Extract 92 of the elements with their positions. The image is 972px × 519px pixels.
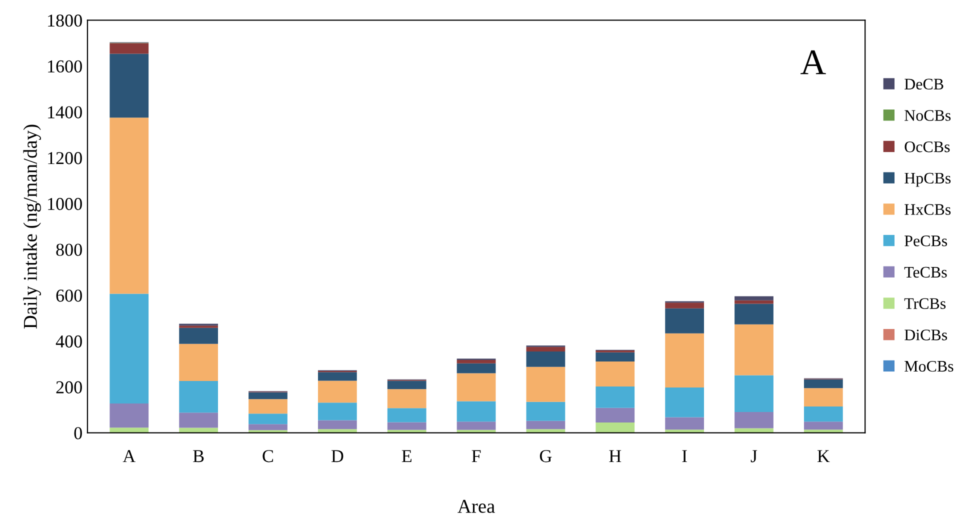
bar — [179, 344, 218, 382]
y-tick-label: 1400 — [48, 106, 82, 118]
bar — [318, 429, 357, 433]
bar — [734, 296, 774, 300]
bar — [110, 428, 149, 433]
x-tick-label: D — [331, 450, 344, 462]
bar — [456, 373, 496, 402]
bar — [248, 430, 288, 433]
x-tick-label: C — [262, 450, 274, 462]
y-tick-label: 1800 — [48, 14, 82, 27]
bar — [179, 328, 218, 344]
bar — [596, 352, 635, 362]
bar — [110, 118, 149, 294]
bar — [804, 388, 843, 406]
bar — [526, 366, 566, 402]
x-tick-label: H — [609, 450, 622, 462]
bar — [596, 362, 635, 387]
bar — [665, 333, 704, 388]
bar — [248, 414, 288, 424]
annotation: A — [800, 50, 826, 74]
x-axis-title: Area — [458, 500, 495, 513]
bar — [526, 429, 566, 433]
y-tick-label: 1200 — [48, 152, 82, 164]
bar — [526, 420, 566, 430]
bar — [734, 300, 774, 304]
bar — [456, 363, 496, 374]
y-axis-title: Daily intake (ng/man/day) — [23, 124, 41, 329]
bar — [526, 402, 566, 421]
bar — [110, 294, 149, 404]
bar — [526, 346, 566, 352]
bar — [387, 422, 426, 430]
bar — [456, 422, 496, 430]
bar — [387, 389, 426, 408]
legend-label: NoCBs — [904, 110, 951, 121]
bar — [804, 430, 843, 433]
bar — [248, 424, 288, 430]
bar — [318, 420, 357, 430]
bar — [596, 408, 635, 423]
y-tick-label: 1000 — [48, 198, 82, 210]
bar — [179, 381, 218, 413]
bar — [387, 408, 426, 422]
x-tick-label: E — [402, 450, 412, 462]
bar — [456, 360, 496, 364]
bar — [665, 417, 704, 430]
bar — [318, 380, 357, 403]
bar — [526, 351, 566, 367]
legend-label: MoCBs — [904, 360, 954, 372]
bar — [456, 401, 496, 422]
bar — [804, 422, 843, 430]
bar — [804, 406, 843, 422]
x-tick-label: J — [750, 450, 758, 462]
x-tick-label: G — [540, 450, 552, 462]
bar — [734, 375, 774, 412]
legend-label: OcCBs — [904, 141, 950, 152]
bar — [110, 54, 149, 118]
y-tick-label: 1600 — [48, 60, 82, 73]
legend-label: DiCBs — [904, 330, 948, 340]
bar — [596, 422, 635, 433]
x-tick-label: F — [472, 450, 481, 462]
bar — [248, 392, 288, 400]
x-tick-label: B — [193, 450, 204, 462]
bar — [734, 412, 774, 428]
legend-label: TrCBs — [904, 298, 946, 309]
bar — [387, 380, 426, 390]
bar — [318, 372, 357, 381]
bar — [110, 43, 149, 54]
bar — [804, 379, 843, 388]
bar — [179, 428, 218, 433]
bar — [110, 404, 149, 428]
y-tick-label: 800 — [56, 244, 82, 256]
y-tick-label: 200 — [56, 381, 82, 394]
y-tick-label: 400 — [56, 335, 82, 348]
bar — [318, 402, 357, 420]
legend-label: DeCB — [904, 78, 944, 90]
y-tick-label: 0 — [74, 427, 82, 440]
x-tick-label: I — [682, 450, 687, 462]
bar — [665, 430, 704, 433]
legend-label: PeCBs — [904, 236, 948, 246]
y-tick-label: 600 — [56, 290, 82, 302]
bar — [179, 412, 218, 428]
bar — [248, 399, 288, 414]
x-tick-label: K — [817, 450, 830, 462]
legend-label: TeCBs — [904, 266, 947, 278]
legend-label: HpCBs — [904, 172, 951, 187]
bar — [665, 308, 704, 334]
bar — [596, 386, 635, 408]
bar — [734, 304, 774, 324]
bar — [665, 302, 704, 308]
bar — [665, 387, 704, 418]
bar — [734, 324, 774, 376]
legend-label: HxCBs — [904, 204, 951, 215]
x-tick-label: A — [122, 450, 136, 462]
